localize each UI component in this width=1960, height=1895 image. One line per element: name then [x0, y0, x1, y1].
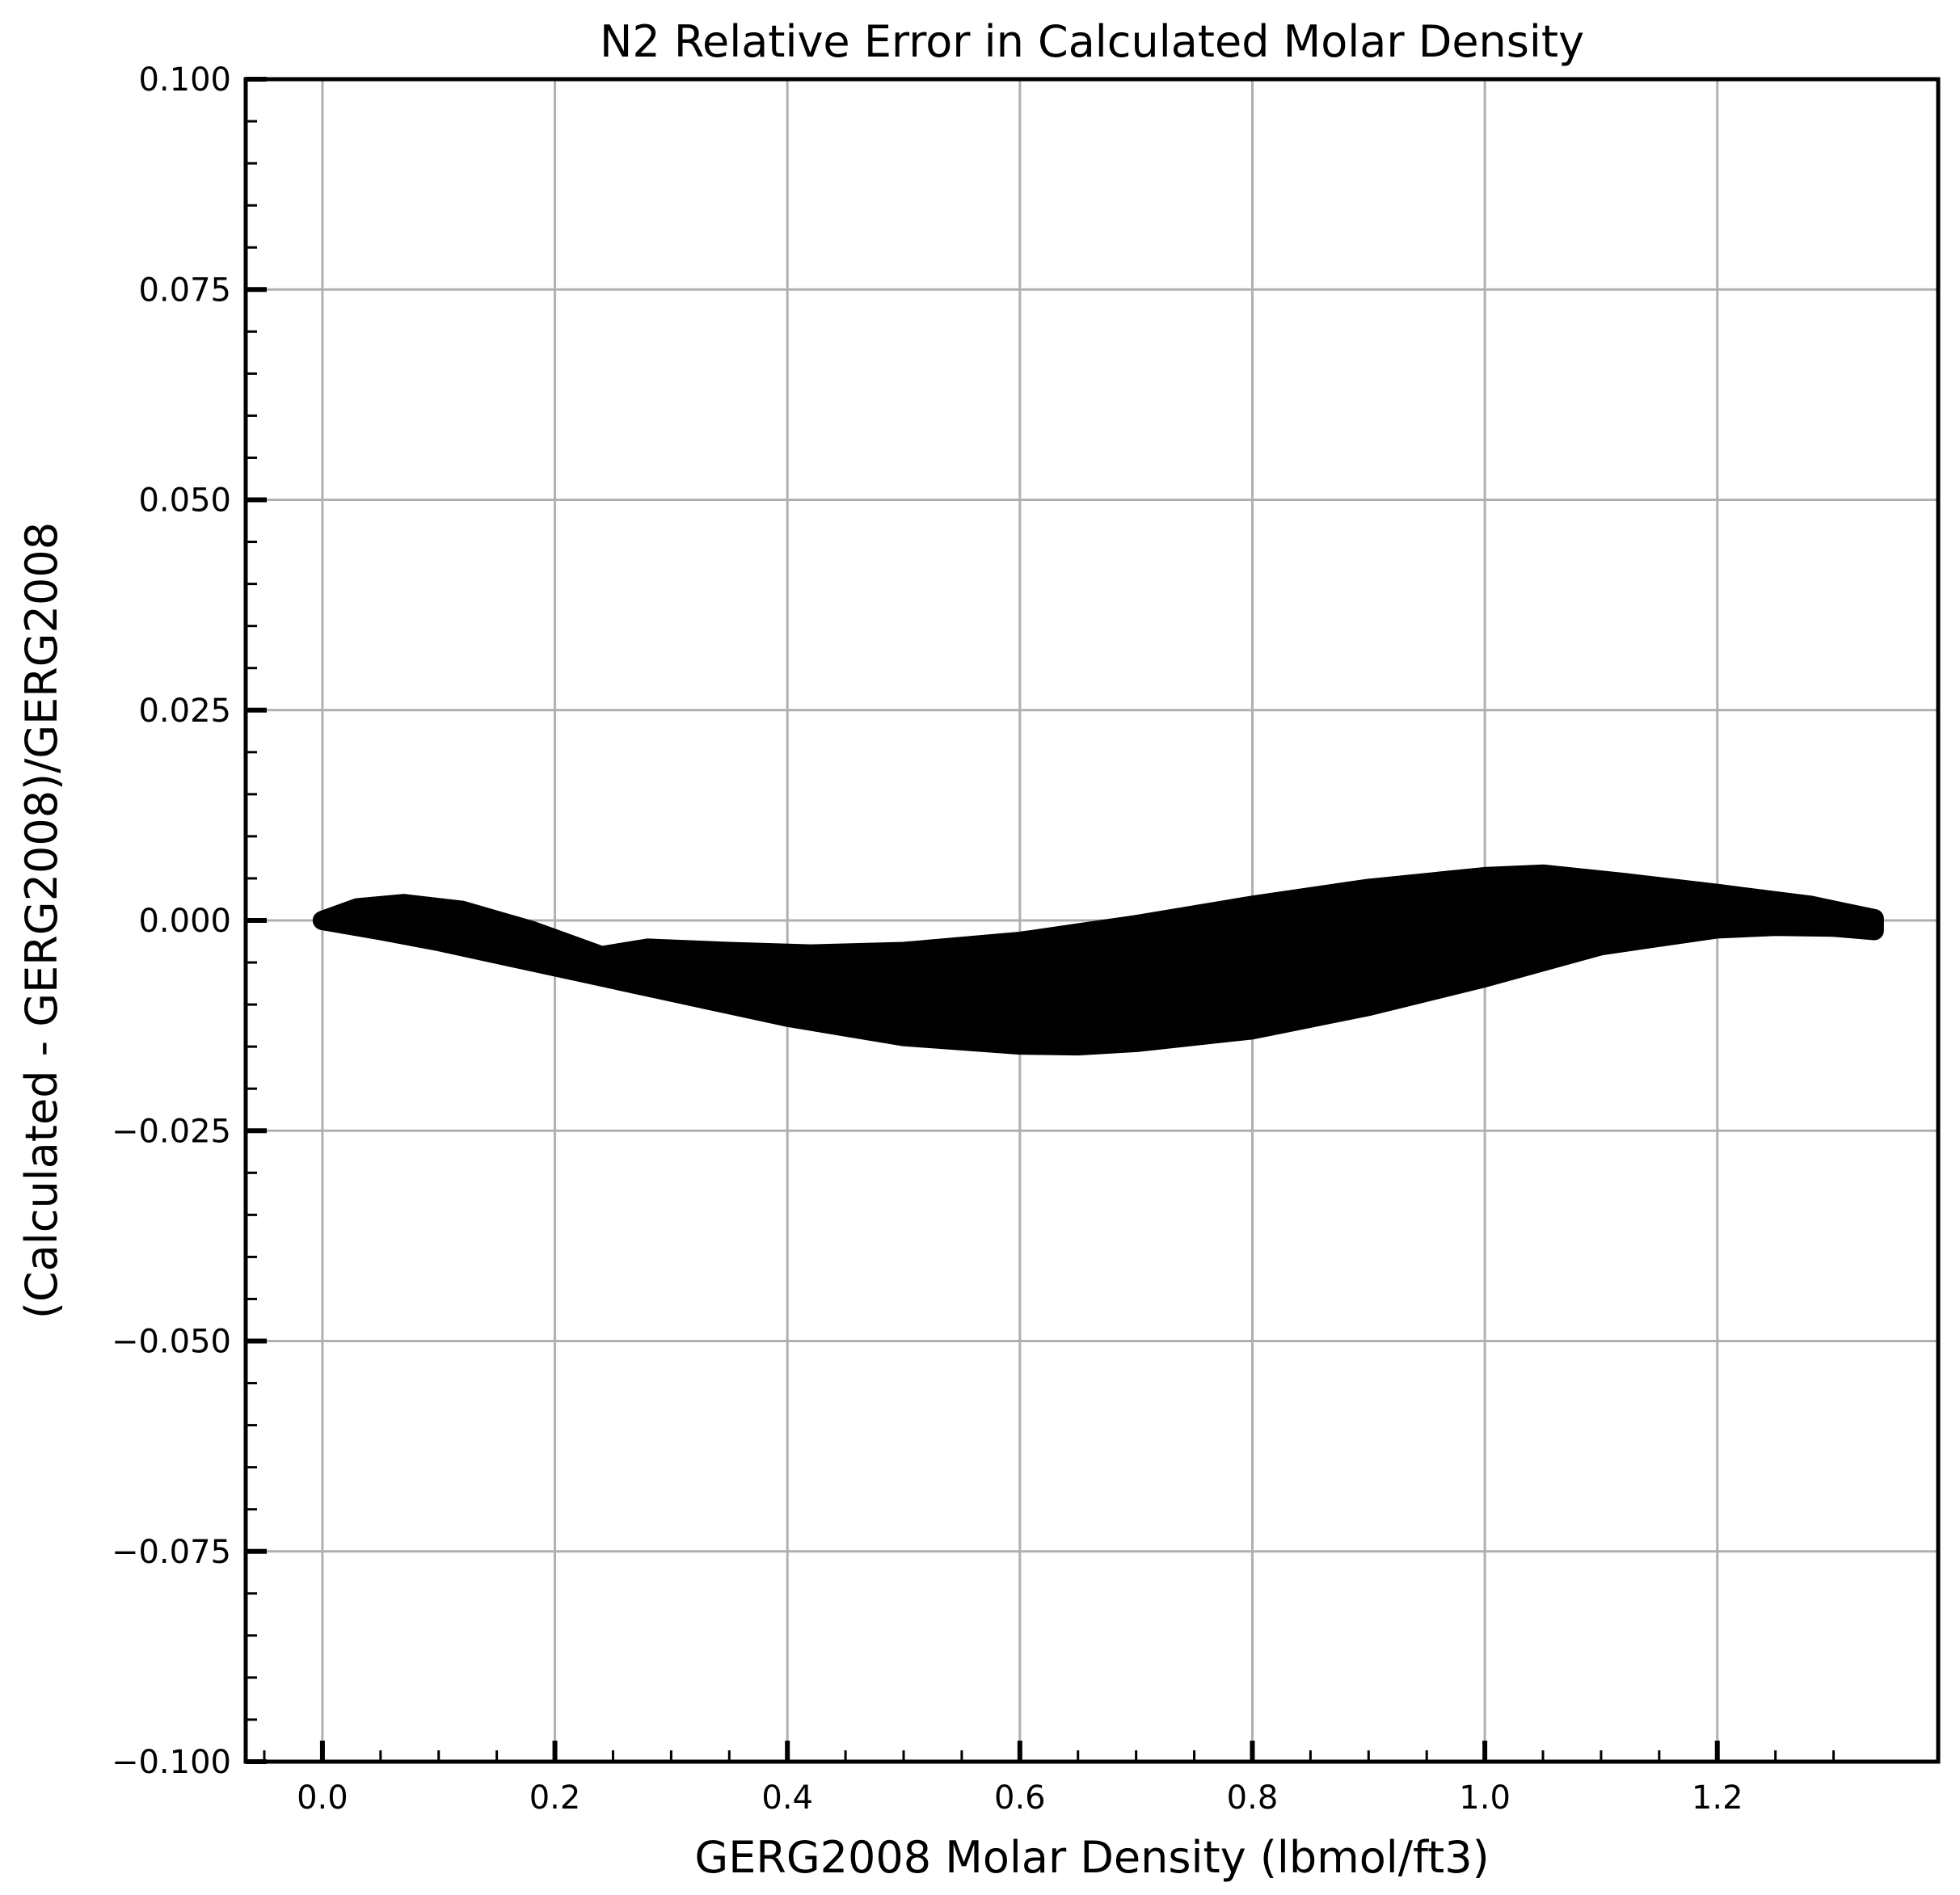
y-tick-label: 0.075 [138, 272, 231, 309]
x-tick-label: 1.2 [1692, 1779, 1743, 1817]
y-tick-label: 0.050 [138, 482, 231, 520]
x-tick-label: 0.2 [529, 1779, 581, 1817]
x-axis-label: GERG2008 Molar Density (lbmol/ft3) [694, 1832, 1489, 1883]
y-axis-ticks: 0.100 0.075 0.050 0.025 0.000 −0.025 −0.050 −0.… [112, 61, 267, 1781]
x-tick-label: 0.0 [297, 1779, 348, 1817]
y-tick-label: −0.100 [112, 1744, 231, 1781]
x-tick-label: 0.4 [761, 1779, 813, 1817]
x-axis-ticks: 0.0 0.2 0.4 0.6 0.8 1.0 1.2 [263, 1741, 1836, 1817]
y-tick-label: 0.025 [138, 693, 231, 730]
y-tick-label: 0.100 [138, 61, 231, 99]
data-band [312, 864, 1884, 1056]
data-points-band [312, 864, 1884, 1056]
y-tick-label: 0.000 [138, 903, 231, 940]
x-tick-label: 0.6 [994, 1779, 1046, 1817]
x-tick-label: 0.8 [1227, 1779, 1279, 1817]
chart-title: N2 Relative Error in Calculated Molar De… [600, 16, 1584, 67]
y-tick-label: −0.025 [112, 1113, 231, 1150]
y-axis-label: (Calculated - GERG2008)/GERG2008 [16, 522, 67, 1319]
y-tick-label: −0.050 [112, 1324, 231, 1361]
x-tick-label: 1.0 [1459, 1779, 1511, 1817]
y-tick-label: −0.075 [112, 1534, 231, 1571]
